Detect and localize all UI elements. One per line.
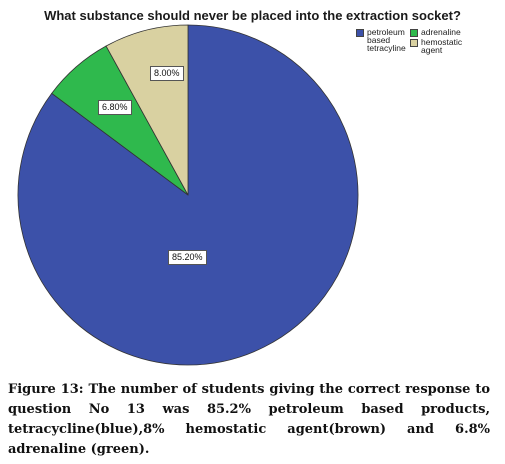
legend-item-petroleum: petroleum based tetracyline bbox=[356, 28, 419, 52]
legend-label-petroleum: petroleum based tetracyline bbox=[367, 27, 406, 53]
pie-chart bbox=[17, 24, 359, 366]
legend-swatch-hemostatic bbox=[410, 39, 418, 47]
legend-item-adrenaline: adrenaline bbox=[410, 28, 461, 37]
slice-label-adrenaline: 6.80% bbox=[98, 100, 132, 115]
legend-swatch-adrenaline bbox=[410, 29, 418, 37]
legend-swatch-petroleum bbox=[356, 29, 364, 37]
chart-title: What substance should never be placed in… bbox=[44, 8, 461, 23]
legend-label-hemostatic: hemostatic agent bbox=[421, 37, 463, 55]
legend-label-adrenaline: adrenaline bbox=[421, 27, 461, 37]
legend-item-hemostatic: hemostatic agent bbox=[410, 38, 473, 54]
figure-caption: Figure 13: The number of students giving… bbox=[8, 382, 490, 457]
slice-label-petroleum: 85.20% bbox=[168, 250, 207, 265]
pie-chart-panel: What substance should never be placed in… bbox=[17, 8, 496, 366]
slice-label-hemostatic: 8.00% bbox=[150, 66, 184, 81]
chart-legend: petroleum based tetracyline adrenaline h… bbox=[356, 28, 496, 64]
